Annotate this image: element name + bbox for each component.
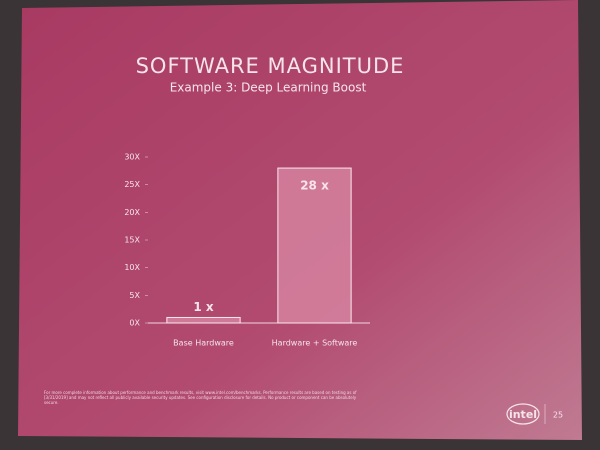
y-tick-label: 15X (124, 236, 140, 245)
y-tick-label: 30X (124, 153, 140, 162)
y-tick-label: 0X (129, 319, 140, 328)
value-label: 1 x (193, 300, 214, 314)
y-tick-label: 10X (124, 263, 140, 272)
footnote-box: For more complete information about perf… (44, 390, 357, 405)
value-label: 28 x (300, 179, 329, 193)
footnote: For more complete information about perf… (44, 390, 357, 405)
chart-title: SOFTWARE MAGNITUDE (136, 54, 405, 78)
x-tick-label: Hardware + Software (272, 339, 358, 348)
y-tick-label: 20X (124, 208, 140, 217)
plot: 0X 5X 10X 15X 20X 25X 30X Base Hardware 1 x Hardw… (124, 153, 370, 348)
logo-ring (506, 403, 540, 425)
bar (277, 167, 352, 324)
page-number: 25 (553, 411, 563, 420)
chart-subtitle: Example 3: Deep Learning Boost (170, 81, 367, 95)
y-tick-label: 5X (129, 291, 140, 300)
x-tick-label: Base Hardware (173, 339, 234, 348)
logo: intel (509, 408, 537, 421)
bar (166, 316, 241, 324)
y-tick-label: 25X (124, 180, 140, 189)
